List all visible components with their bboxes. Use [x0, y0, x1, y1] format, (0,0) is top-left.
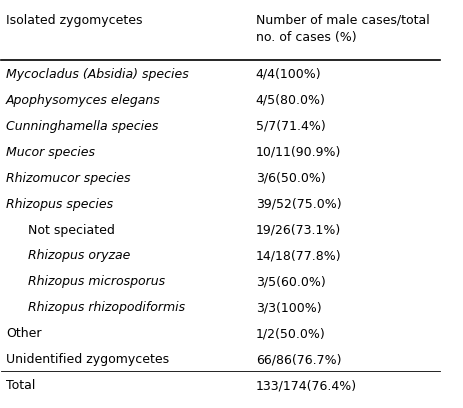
Text: Rhizomucor species: Rhizomucor species [6, 172, 130, 185]
Text: Rhizopus rhizopodiformis: Rhizopus rhizopodiformis [28, 302, 184, 314]
Text: 3/3(100%): 3/3(100%) [255, 302, 321, 314]
Text: Not speciated: Not speciated [28, 224, 114, 237]
Text: 4/5(80.0%): 4/5(80.0%) [255, 94, 325, 107]
Text: 5/7(71.4%): 5/7(71.4%) [255, 120, 325, 133]
Text: 133/174(76.4%): 133/174(76.4%) [255, 379, 356, 392]
Text: 4/4(100%): 4/4(100%) [255, 68, 321, 81]
Text: Rhizopus oryzae: Rhizopus oryzae [28, 249, 130, 262]
Text: 19/26(73.1%): 19/26(73.1%) [255, 224, 340, 237]
Text: Other: Other [6, 327, 41, 340]
Text: Rhizopus microsporus: Rhizopus microsporus [28, 275, 164, 288]
Text: Isolated zygomycetes: Isolated zygomycetes [6, 13, 142, 27]
Text: Mucor species: Mucor species [6, 146, 94, 159]
Text: Unidentified zygomycetes: Unidentified zygomycetes [6, 353, 169, 366]
Text: 1/2(50.0%): 1/2(50.0%) [255, 327, 325, 340]
Text: Cunninghamella species: Cunninghamella species [6, 120, 158, 133]
Text: Total: Total [6, 379, 35, 392]
Text: 39/52(75.0%): 39/52(75.0%) [255, 197, 341, 211]
Text: 66/86(76.7%): 66/86(76.7%) [255, 353, 340, 366]
Text: Apophysomyces elegans: Apophysomyces elegans [6, 94, 160, 107]
Text: 3/6(50.0%): 3/6(50.0%) [255, 172, 325, 185]
Text: 14/18(77.8%): 14/18(77.8%) [255, 249, 341, 262]
Text: Rhizopus species: Rhizopus species [6, 197, 113, 211]
Text: 10/11(90.9%): 10/11(90.9%) [255, 146, 340, 159]
Text: 3/5(60.0%): 3/5(60.0%) [255, 275, 325, 288]
Text: Number of male cases/total
no. of cases (%): Number of male cases/total no. of cases … [255, 13, 429, 44]
Text: Mycocladus (Absidia) species: Mycocladus (Absidia) species [6, 68, 188, 81]
